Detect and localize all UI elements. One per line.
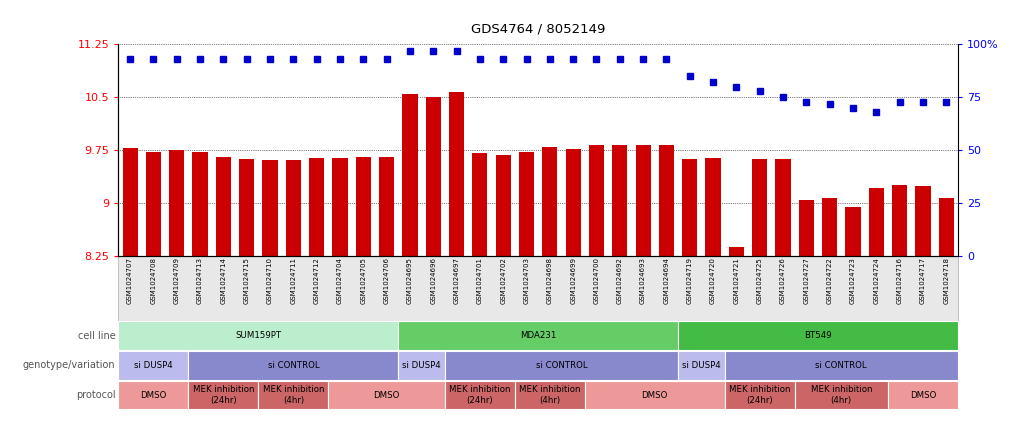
Text: si CONTROL: si CONTROL [536,361,587,370]
Bar [285,160,301,256]
Text: genotype/variation: genotype/variation [23,360,115,371]
Bar [892,185,907,256]
Text: DMSO: DMSO [140,390,167,400]
Text: si DUSP4: si DUSP4 [402,361,441,370]
Bar [846,207,860,256]
Text: MEK inhibition
(4hr): MEK inhibition (4hr) [519,385,581,405]
Bar [868,187,884,256]
Text: protocol: protocol [76,390,115,400]
Bar [706,158,721,256]
Bar [938,198,954,256]
Text: ▶: ▶ [119,331,126,341]
Bar [565,149,581,256]
Bar [449,92,465,256]
Bar [403,94,417,256]
Bar [355,157,371,256]
Bar [519,152,535,256]
Bar [636,145,651,256]
Text: ▶: ▶ [119,390,126,400]
Text: MEK inhibition
(24hr): MEK inhibition (24hr) [193,385,254,405]
Bar [379,157,394,256]
Bar [589,145,604,256]
Text: DMSO: DMSO [909,390,936,400]
Bar [309,158,324,256]
Bar [239,159,254,256]
Text: MEK inhibition
(4hr): MEK inhibition (4hr) [263,385,324,405]
Bar [822,198,837,256]
Text: MDA231: MDA231 [520,331,556,341]
Text: MEK inhibition
(24hr): MEK inhibition (24hr) [729,385,790,405]
Text: GDS4764 / 8052149: GDS4764 / 8052149 [471,22,606,35]
Bar [425,97,441,256]
Text: si DUSP4: si DUSP4 [682,361,721,370]
Bar [169,150,184,256]
Text: si CONTROL: si CONTROL [268,361,319,370]
Text: ▶: ▶ [119,361,126,370]
Bar [193,152,208,256]
Text: BT549: BT549 [804,331,832,341]
Bar [542,147,557,256]
Bar [146,152,161,256]
Bar [729,247,744,256]
Bar [123,148,138,256]
Bar [473,153,487,256]
Bar [495,155,511,256]
Text: MEK inhibition
(4hr): MEK inhibition (4hr) [811,385,872,405]
Text: DMSO: DMSO [642,390,667,400]
Text: si DUSP4: si DUSP4 [134,361,173,370]
Text: SUM159PT: SUM159PT [235,331,281,341]
Bar [216,157,231,256]
Bar [682,159,697,256]
Bar [659,145,674,256]
Bar [752,159,767,256]
Text: MEK inhibition
(24hr): MEK inhibition (24hr) [449,385,511,405]
Text: cell line: cell line [77,331,115,341]
Text: DMSO: DMSO [374,390,400,400]
Text: si CONTROL: si CONTROL [816,361,867,370]
Bar [916,186,930,256]
Bar [798,200,814,256]
Bar [263,160,278,256]
Bar [776,159,791,256]
Bar [612,145,627,256]
Bar [333,158,347,256]
